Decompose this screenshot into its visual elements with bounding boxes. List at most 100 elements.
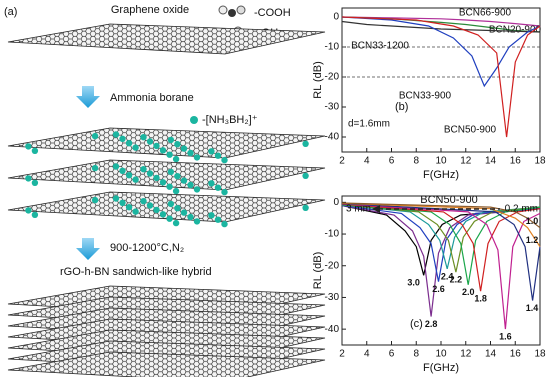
x-axis-label: F(GHz) <box>423 169 459 181</box>
label: -[NH₃BH₂]⁺ <box>202 114 258 126</box>
y-tick-label: -40 <box>325 324 340 335</box>
series-label: 1.4 <box>526 303 539 313</box>
x-axis-label: F(GHz) <box>423 362 459 374</box>
x-tick-label: 10 <box>435 156 447 167</box>
y-tick-label: -20 <box>325 72 340 83</box>
y-tick-label: -30 <box>325 292 340 303</box>
x-tick-label: 2 <box>339 349 345 360</box>
molecule <box>172 187 180 195</box>
series-label: 3.0 <box>407 278 420 288</box>
series-line <box>341 204 541 282</box>
molecule <box>193 154 201 161</box>
molecule <box>174 205 181 212</box>
molecule <box>214 216 222 223</box>
arrow <box>76 86 100 108</box>
molecule <box>221 188 228 196</box>
series-label: 2.0 <box>462 287 475 297</box>
x-tick-label: 4 <box>364 156 370 167</box>
molecule <box>140 166 147 173</box>
molecule <box>172 155 180 163</box>
x-tick-label: 16 <box>510 349 522 360</box>
molecule <box>214 152 222 159</box>
molecule <box>214 184 222 191</box>
x-tick-label: 16 <box>510 156 522 167</box>
molecule <box>125 140 133 147</box>
sheet-lattice <box>8 192 325 222</box>
molecule <box>112 163 120 170</box>
sheet-lattice <box>8 352 325 377</box>
molecule <box>208 148 215 155</box>
molecule <box>25 207 32 214</box>
molecule <box>91 164 99 172</box>
series-line <box>341 204 541 270</box>
series-label: BCN33-1200 <box>351 41 409 52</box>
molecule <box>180 209 188 216</box>
y-tick-label: 0 <box>333 12 339 23</box>
series-line <box>341 20 541 33</box>
molecule <box>91 132 99 140</box>
molecule <box>167 200 175 208</box>
molecule <box>125 204 133 211</box>
molecule <box>221 220 228 228</box>
sheet-lattice <box>8 128 325 158</box>
molecule <box>119 167 126 174</box>
schematic: (a) Graphene oxide -COOH -OH Ammonia bor… <box>4 4 326 377</box>
y-tick-label: -30 <box>325 102 340 113</box>
molecule <box>146 138 154 145</box>
molecule <box>112 195 120 202</box>
series-line <box>341 203 541 330</box>
molecule <box>172 219 180 227</box>
y-tick-label: -20 <box>325 260 340 271</box>
y-tick-label: -10 <box>325 42 340 53</box>
molecule <box>187 213 194 221</box>
molecule <box>153 142 160 150</box>
x-tick-label: 18 <box>534 156 546 167</box>
series-label: 1.6 <box>499 332 512 342</box>
y-tick-label: -40 <box>325 132 340 143</box>
molecule <box>180 177 188 184</box>
molecule <box>119 199 126 206</box>
molecule <box>193 218 201 225</box>
annotation: d=1.6mm <box>348 119 390 130</box>
arrow-head <box>372 205 380 213</box>
molecule <box>132 144 139 151</box>
label: Ammonia borane <box>110 92 194 104</box>
molecule <box>221 156 228 164</box>
molecule <box>166 151 173 158</box>
molecule <box>180 145 188 152</box>
series-line <box>341 203 541 292</box>
label: Graphene oxide <box>111 4 189 16</box>
y-axis-label: RL (dB) <box>312 252 324 290</box>
molecule <box>125 172 133 179</box>
x-tick-label: 8 <box>413 156 419 167</box>
series-line <box>341 204 541 273</box>
icon <box>190 116 198 124</box>
y-axis-label: RL (dB) <box>312 61 324 99</box>
molecule <box>25 143 32 150</box>
label: rGO-h-BN sandwich-like hybrid <box>60 266 212 278</box>
molecule <box>140 134 147 141</box>
molecule <box>159 147 167 154</box>
series-label: BCN33-900 <box>399 91 452 102</box>
series-line <box>341 16 541 88</box>
y-tick-label: -10 <box>325 229 340 240</box>
molecule <box>119 135 126 142</box>
molecule <box>167 168 175 176</box>
series-label: BCN50-900 <box>444 125 497 136</box>
chart-title: BCN50-900 <box>420 194 477 206</box>
series-line <box>341 203 541 301</box>
molecule <box>153 206 160 214</box>
x-tick-label: 12 <box>460 156 472 167</box>
molecule <box>91 196 99 204</box>
molecule <box>174 173 181 180</box>
molecule <box>302 204 309 211</box>
molecule <box>159 179 167 186</box>
molecule <box>174 141 181 148</box>
series-line <box>341 202 541 248</box>
icon <box>236 5 246 15</box>
y-tick-label: 0 <box>333 197 339 208</box>
series-label: 2.6 <box>432 284 445 294</box>
series-label: 1.0 <box>526 216 539 226</box>
molecule <box>302 172 309 179</box>
